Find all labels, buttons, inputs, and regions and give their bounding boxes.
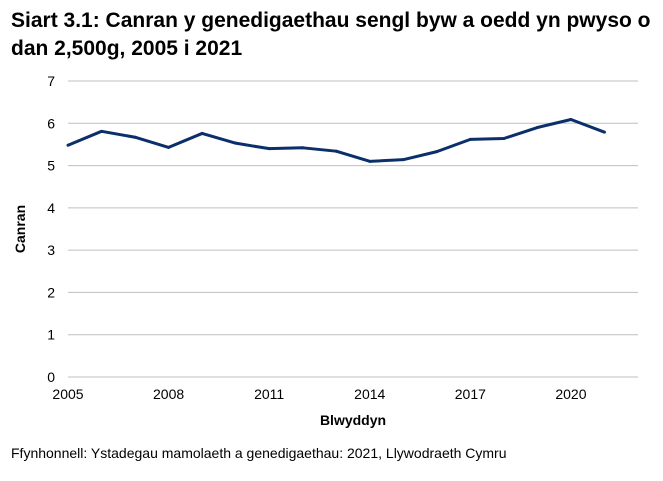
data-point	[100, 129, 104, 133]
y-tick-label: 1	[47, 327, 55, 343]
data-point	[267, 147, 271, 151]
source-note: Ffynhonnell: Ystadegau mamolaeth a gened…	[11, 445, 507, 461]
y-tick-label: 4	[47, 200, 55, 216]
data-point	[535, 126, 539, 130]
data-point	[301, 146, 305, 150]
x-tick-label: 2008	[153, 386, 184, 402]
x-tick-label: 2020	[555, 386, 586, 402]
data-point	[66, 143, 70, 147]
data-point	[602, 130, 606, 134]
data-point	[167, 145, 171, 149]
x-tick-label: 2017	[455, 386, 486, 402]
data-point	[200, 131, 204, 135]
data-point	[234, 141, 238, 145]
data-point	[569, 117, 573, 121]
chart-title: Siart 3.1: Canran y genedigaethau sengl …	[11, 9, 651, 60]
x-tick-label: 2005	[52, 386, 83, 402]
data-point	[334, 149, 338, 153]
data-point	[435, 150, 439, 154]
data-point	[502, 137, 506, 141]
x-axis-label: Blwyddyn	[320, 412, 386, 428]
series-line	[67, 117, 606, 163]
y-tick-label: 5	[47, 158, 55, 174]
x-tick-label: 2011	[254, 386, 284, 402]
y-tick-label: 6	[47, 115, 55, 131]
data-point	[401, 158, 405, 162]
y-tick-label: 2	[47, 284, 55, 300]
data-point	[468, 137, 472, 141]
data-point	[368, 159, 372, 163]
y-tick-label: 3	[47, 242, 55, 258]
y-tick-label: 0	[47, 369, 55, 385]
x-tick-label: 2014	[354, 386, 385, 402]
data-point	[133, 135, 137, 139]
y-tick-label: 7	[47, 73, 55, 89]
y-axis-label: Canran	[12, 205, 28, 253]
